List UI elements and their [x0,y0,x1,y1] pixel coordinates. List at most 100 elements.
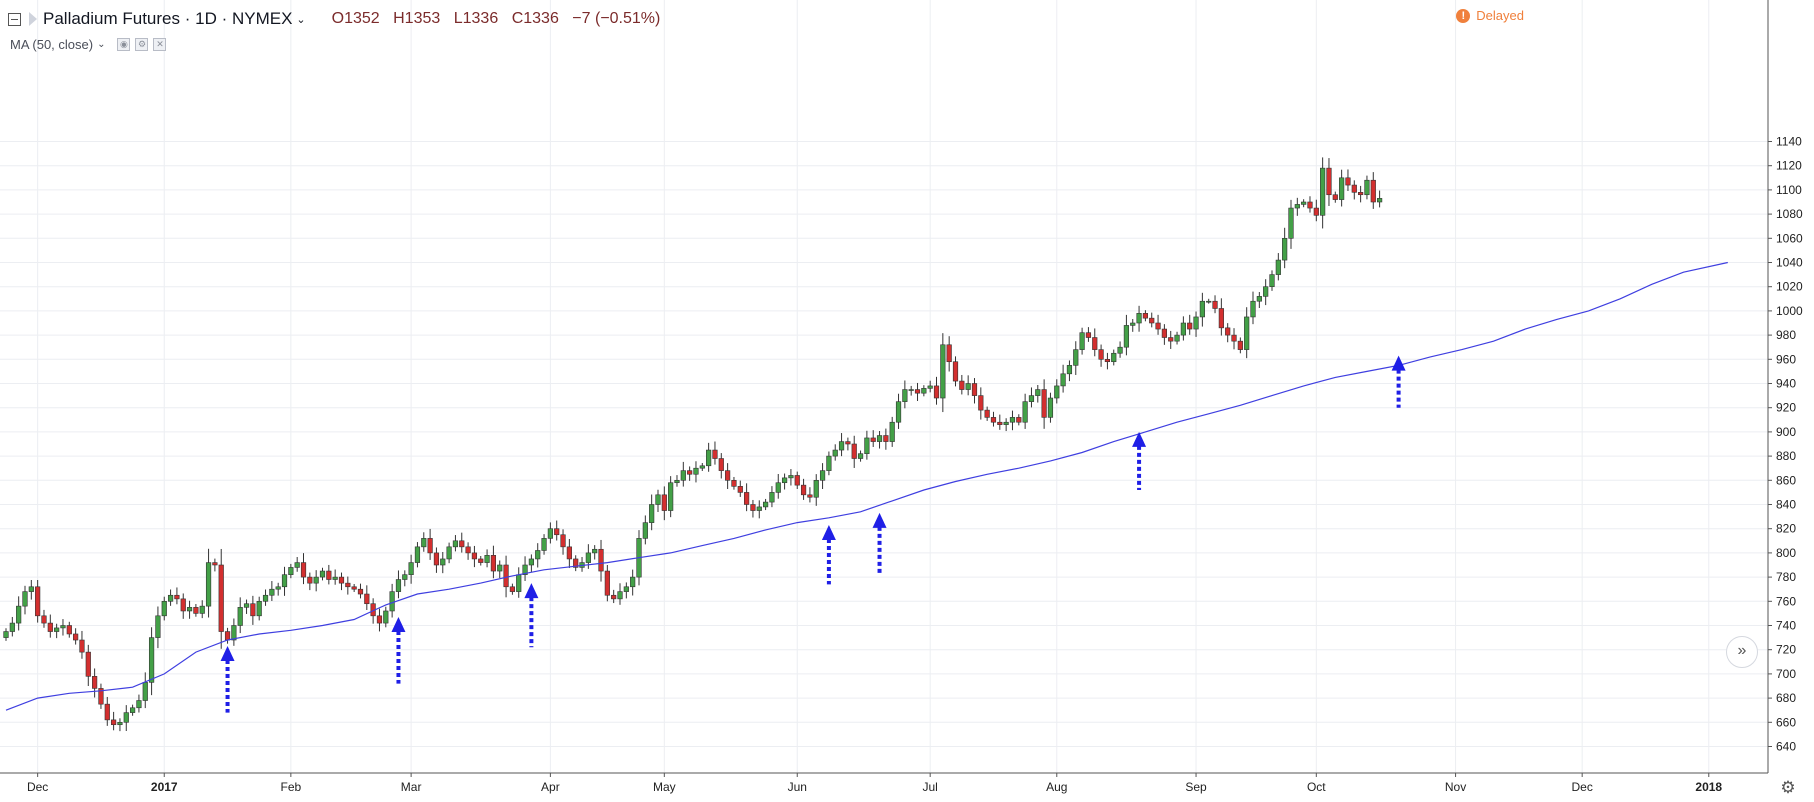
candle-body [1155,322,1161,330]
chevron-down-icon[interactable]: ⌄ [97,38,106,50]
flag-icon[interactable] [29,12,37,26]
candle [952,356,959,387]
candle [28,580,34,600]
candle-body [592,548,598,554]
candle-body [1174,334,1180,342]
candle-body [699,465,705,469]
price-tick-label: 900 [1776,425,1796,439]
candle-body [1206,300,1212,303]
candle-body [104,703,110,721]
candle [465,542,471,560]
up-arrow-annotation [1132,431,1147,490]
chevron-down-icon[interactable]: ⌄ [296,13,306,26]
change-value: −7 (−0.51%) [572,10,661,27]
candle-body [218,564,224,632]
candle-body [1263,286,1269,297]
candle-body [649,504,655,523]
candle [902,380,908,409]
candle-body [756,506,762,511]
candle [1288,199,1294,249]
candle-body [554,528,560,536]
candle [237,597,243,634]
candle-body [509,586,516,592]
candle-body [807,494,813,498]
candle [142,672,148,709]
candle-body [1199,300,1205,318]
candle-body [9,622,15,632]
price-tick-label: 740 [1776,619,1796,633]
candle-body [1237,340,1243,350]
candle [364,585,370,611]
warning-icon: ! [1456,8,1471,23]
candle [680,461,686,487]
symbol-title[interactable]: Palladium Futures · 1D · NYMEX [43,9,293,28]
candle-body [522,564,528,575]
up-arrow-annotation [391,616,406,684]
candle [914,382,921,401]
time-axis[interactable]: Dec 2017 Feb Mar Apr May Jun Jul Aug Sep Oct Nov Dec… [0,772,1768,794]
candle [47,614,53,638]
indicator-label[interactable]: MA (50, close) [10,36,94,52]
candle [1016,414,1022,426]
candle-body [876,435,883,442]
candle [1231,328,1237,350]
candle-body [1054,385,1060,399]
candle-body [332,576,338,580]
candle-body [744,492,750,505]
candle-body [712,449,718,459]
candle-body [750,504,756,511]
candle-body [838,441,845,451]
candle [288,563,294,579]
candle-body [1370,179,1376,203]
candle [326,564,332,585]
candle [870,430,876,447]
candle [604,565,610,602]
candle-body [212,562,218,566]
candle-body [452,540,459,548]
price-axis[interactable]: 640 660 680 700 720 740 760 780 800 820 840 860 880 9… [1767,0,1803,773]
candle-body [851,443,857,459]
candle [1028,387,1035,408]
candle-body [984,409,990,418]
candle [275,582,281,596]
candle-body [224,631,231,641]
candle-body [870,437,876,442]
price-tick-label: 760 [1776,594,1796,608]
candle [940,333,946,413]
candle [269,581,275,601]
candle-body [117,721,123,726]
time-tick-label: May [653,780,676,794]
candle-body [655,494,661,505]
candle-body [1016,417,1022,423]
low-value: L1336 [453,10,499,27]
candle-body [845,441,851,445]
candle [1218,298,1224,336]
settings-icon[interactable]: ⚙ [135,37,149,51]
candle [611,589,617,604]
eye-icon[interactable]: ◉ [117,37,131,51]
candle [383,606,389,628]
time-tick-label: Apr [541,780,560,794]
candle [1130,319,1136,332]
candle-body [794,475,800,486]
candle [731,476,737,490]
candle-body [895,401,902,423]
close-icon[interactable]: ✕ [153,37,167,51]
candle-body [402,574,408,580]
candle-body [66,625,72,635]
gear-icon[interactable]: ⚙ [1780,778,1796,797]
delayed-badge[interactable]: ! Delayed [1456,8,1524,23]
candle [351,583,357,592]
candle-body [376,615,383,624]
candle-body [535,550,541,560]
candle-body [611,594,617,600]
candle [554,520,560,541]
candle [1313,199,1319,222]
scroll-right-icon[interactable]: » [1726,636,1758,668]
candle [117,718,123,732]
candle-body [440,558,446,566]
collapse-icon[interactable] [8,12,21,26]
candle [642,515,648,545]
candle-body [1003,421,1009,425]
